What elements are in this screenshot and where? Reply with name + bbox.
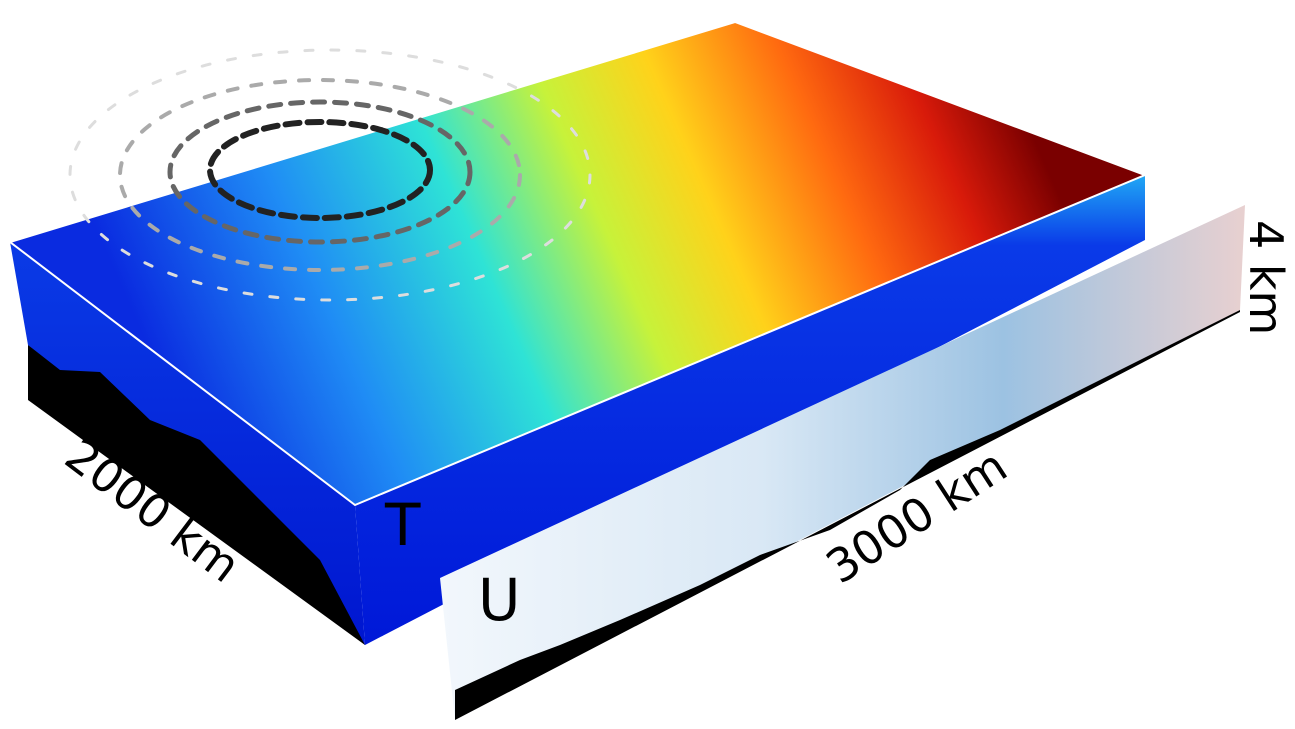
section-field-label: U <box>478 566 520 634</box>
top-field-label: T <box>384 491 421 559</box>
vortex-ring <box>68 48 592 302</box>
vortex-arrows <box>68 48 592 302</box>
u-section-panel <box>440 205 1245 720</box>
vortex-ring <box>118 78 522 272</box>
depth-label: 4 km <box>1239 220 1293 335</box>
block-top-face <box>7 20 1148 507</box>
vortex-ring <box>207 119 433 221</box>
left-bathymetry <box>28 345 365 645</box>
vortex-ring <box>167 99 473 245</box>
u-bathymetry <box>455 310 1240 720</box>
